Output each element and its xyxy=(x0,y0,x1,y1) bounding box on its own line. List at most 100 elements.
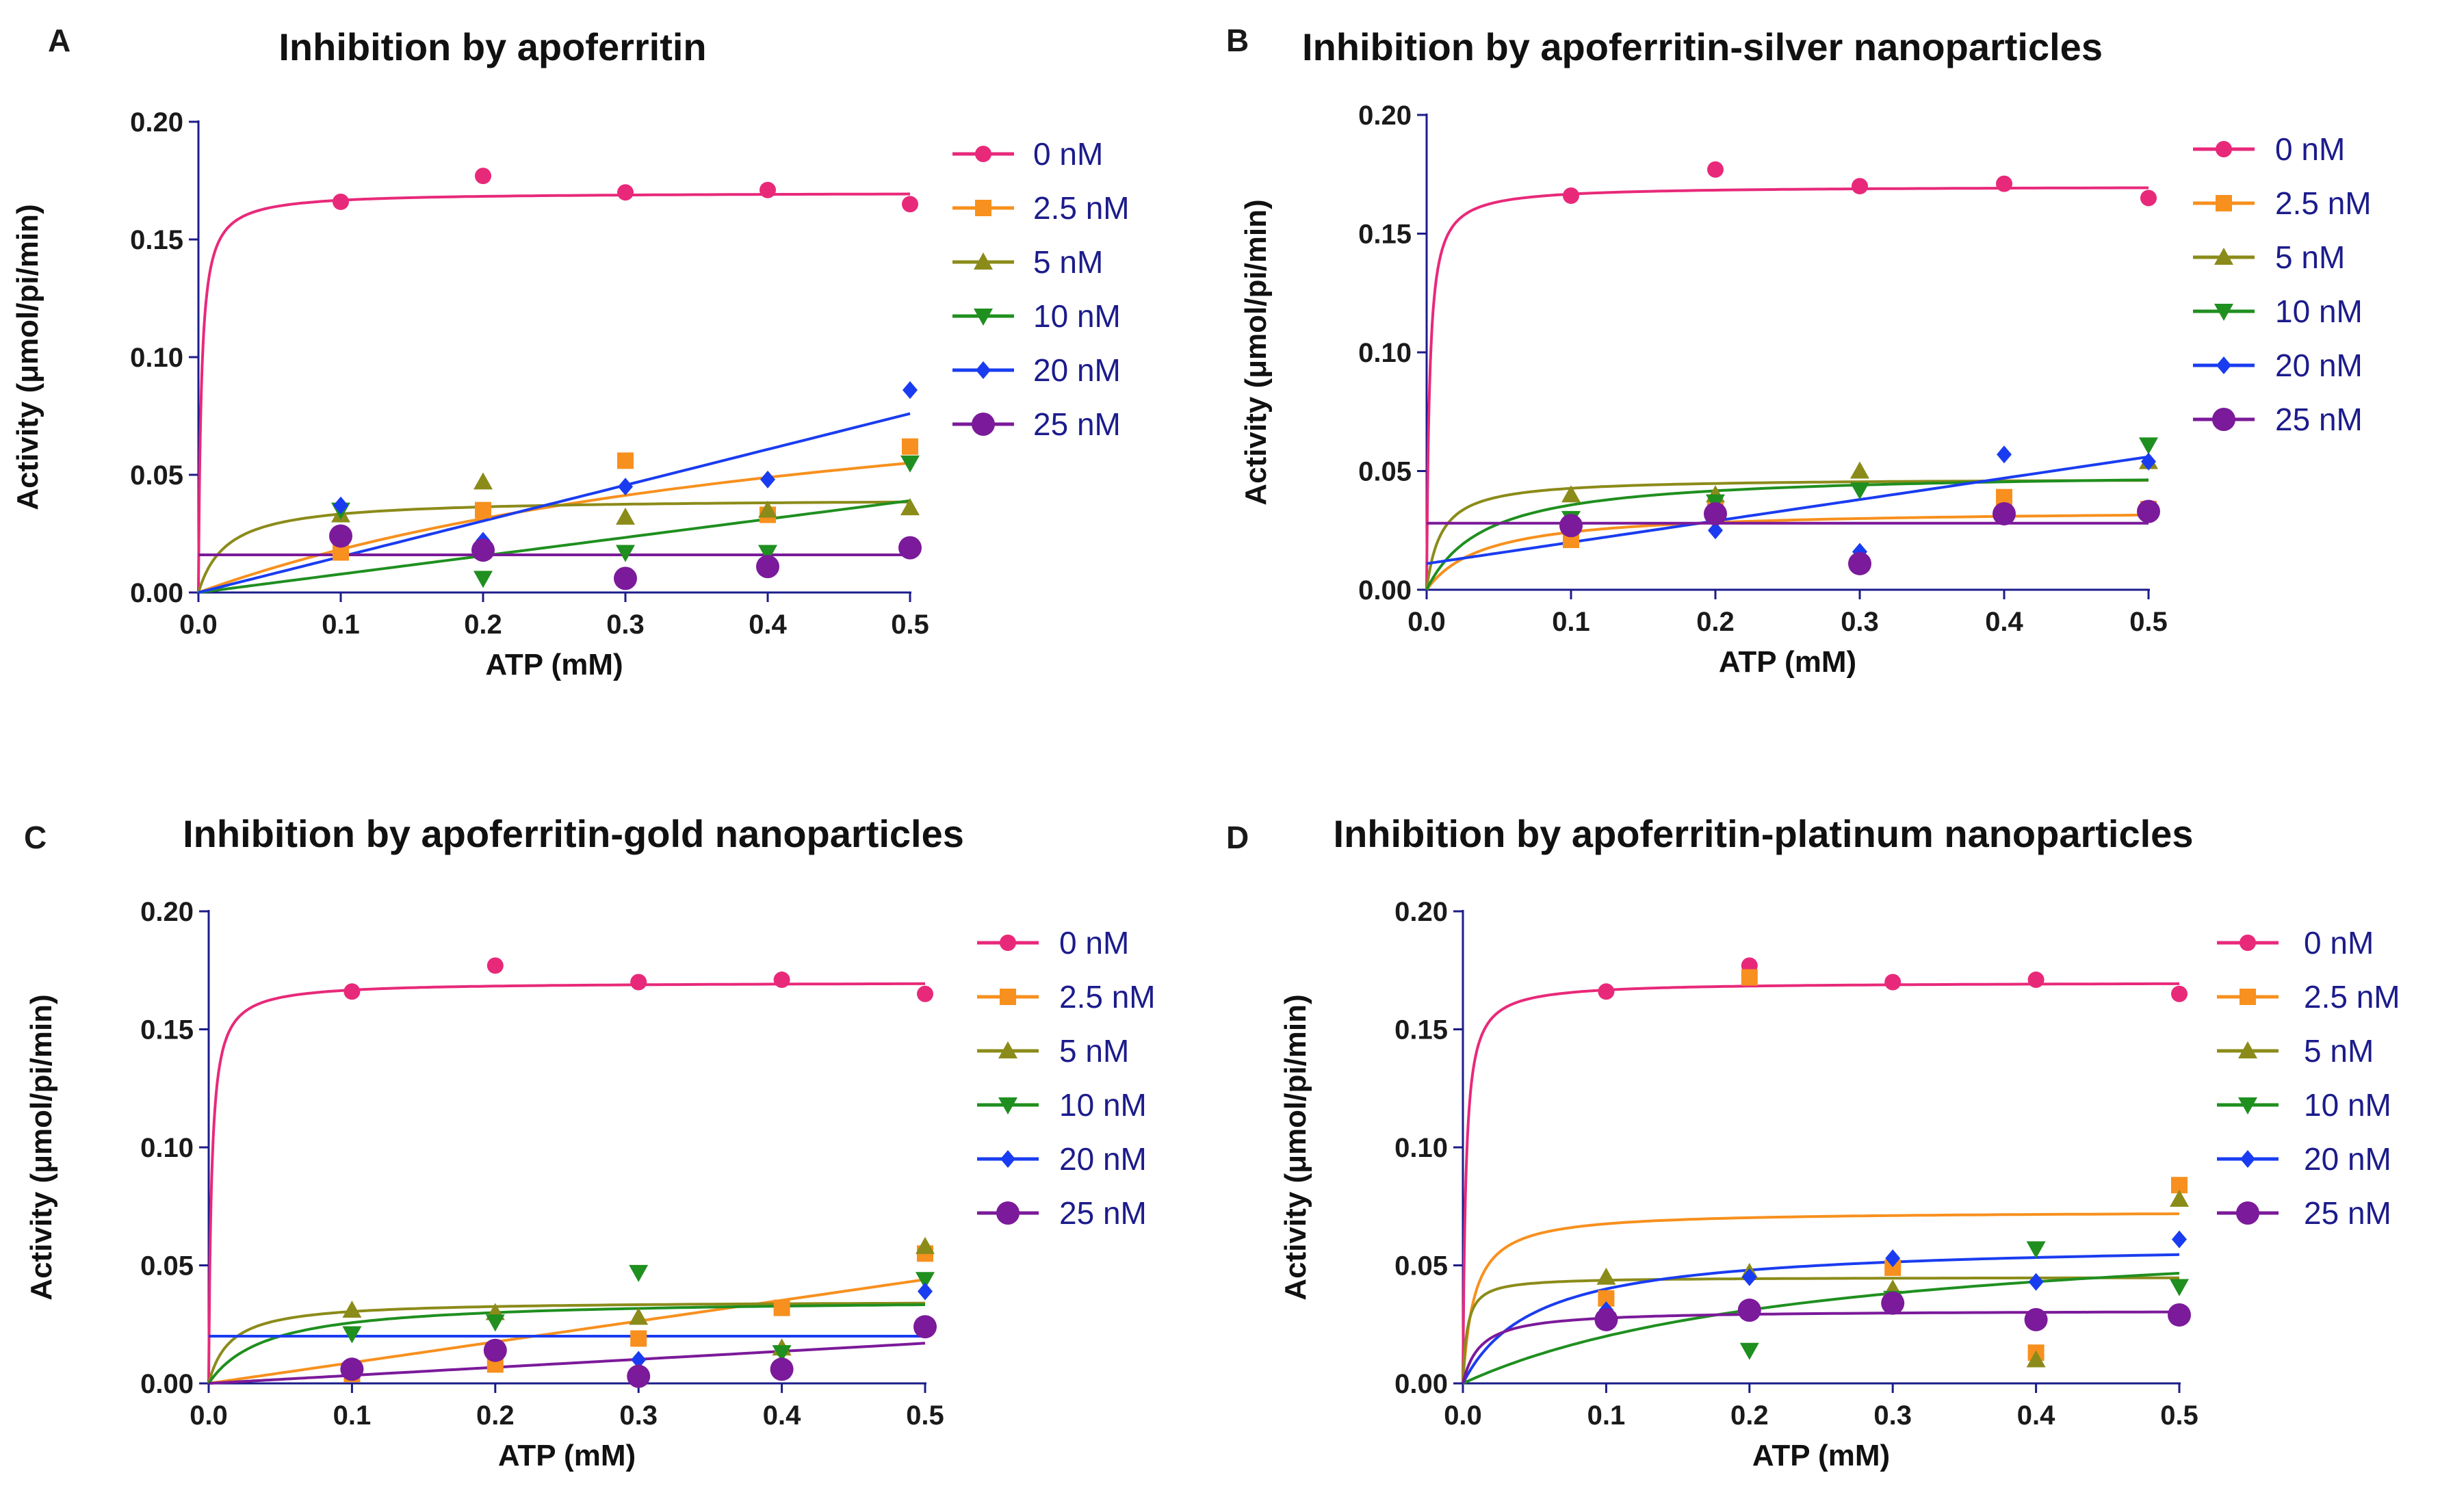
fit-curve-2-5-nm xyxy=(1425,513,2149,591)
data-point xyxy=(473,472,493,490)
y-axis-label: Activity (μmol/pi/min) xyxy=(1279,994,1312,1300)
chart-title: Inhibition by apoferritin-silver nanopar… xyxy=(1302,25,2103,68)
legend-label: 20 nM xyxy=(1059,1141,1147,1177)
data-point xyxy=(758,500,777,518)
fit-curve-0-nm xyxy=(207,982,926,1383)
data-point xyxy=(614,566,637,590)
data-point xyxy=(2141,452,2156,471)
chart-title: Inhibition by apoferritin-gold nanoparti… xyxy=(183,812,964,855)
legend-label: 2.5 nM xyxy=(2275,185,2372,221)
fit-curve-10-nm xyxy=(207,1303,926,1384)
data-point xyxy=(2026,1350,2046,1368)
legend-label: 0 nM xyxy=(2304,925,2374,961)
legend-item: 20 nM xyxy=(2193,348,2363,383)
data-point xyxy=(913,1315,937,1339)
data-point xyxy=(483,1338,507,1362)
data-point xyxy=(760,181,776,198)
fit-curve-2-5-nm xyxy=(198,461,911,594)
data-point xyxy=(485,1314,505,1332)
data-point xyxy=(1741,969,1758,986)
x-tick-label: 0.3 xyxy=(619,1400,658,1431)
data-point xyxy=(2170,1189,2189,1207)
x-tick-label: 0.3 xyxy=(1873,1400,1912,1431)
y-tick-label: 0.15 xyxy=(130,225,183,255)
data-point xyxy=(627,1364,651,1388)
data-point xyxy=(898,536,922,560)
fit-curve-0-nm xyxy=(1425,186,2149,590)
data-point xyxy=(333,193,349,210)
fit-curve-2-5-nm xyxy=(1462,1212,2180,1383)
legend-marker xyxy=(972,413,995,436)
data-point xyxy=(1997,445,2012,464)
legend-marker xyxy=(1000,1150,1015,1168)
legend-marker xyxy=(974,309,993,326)
legend-marker xyxy=(996,1201,1020,1225)
x-tick-label: 0.1 xyxy=(322,610,360,640)
data-point xyxy=(473,571,493,588)
legend-marker xyxy=(2240,935,2256,951)
legend-label: 25 nM xyxy=(1059,1195,1147,1231)
fit-curve-25-nm xyxy=(209,1342,926,1385)
data-point xyxy=(760,470,775,488)
y-tick-label: 0.10 xyxy=(1394,1133,1448,1163)
x-tick-label: 0.5 xyxy=(2160,1400,2198,1431)
x-tick-label: 0.2 xyxy=(1730,1400,1769,1431)
data-point xyxy=(772,1345,792,1363)
legend-item: 2.5 nM xyxy=(2193,185,2372,221)
data-point xyxy=(773,1299,790,1316)
data-point xyxy=(902,196,918,213)
legend-item: 10 nM xyxy=(2193,294,2363,329)
x-tick-label: 0.5 xyxy=(906,1400,944,1431)
legend-label: 25 nM xyxy=(1033,406,1121,442)
legend-marker xyxy=(975,146,991,162)
legend-marker xyxy=(1000,989,1016,1005)
data-point xyxy=(2028,1273,2044,1291)
fit-curve-0-nm xyxy=(197,192,911,592)
legend-marker xyxy=(2216,356,2231,374)
legend-marker xyxy=(2214,248,2233,265)
legend-label: 0 nM xyxy=(1059,925,1129,961)
data-point xyxy=(1881,1291,1905,1315)
data-point xyxy=(2171,985,2188,1002)
data-point xyxy=(630,974,647,991)
data-point xyxy=(770,1357,794,1381)
legend-item: 2.5 nM xyxy=(977,979,1156,1015)
y-axis-label: Activity (μmol/pi/min) xyxy=(1239,199,1273,505)
data-point xyxy=(900,455,920,473)
fit-curve-0-nm xyxy=(1462,982,2180,1383)
legend-item: 10 nM xyxy=(2217,1087,2391,1123)
data-point xyxy=(1708,521,1723,540)
chart-panel-a: A Inhibition by apoferritin 0.00 0.05 0.10 0.… xyxy=(11,23,1130,681)
legend-item: 25 nM xyxy=(2217,1195,2391,1231)
data-point xyxy=(629,1307,649,1325)
legend-label: 10 nM xyxy=(1059,1087,1147,1123)
data-point xyxy=(1741,1268,1757,1286)
fit-curve-20-nm xyxy=(1462,1253,2180,1384)
legend-item: 25 nM xyxy=(2193,402,2363,437)
data-point xyxy=(1996,175,2012,192)
data-point xyxy=(630,1330,647,1347)
x-tick-label: 0.1 xyxy=(1587,1400,1626,1431)
data-point xyxy=(1848,551,1871,575)
legend-marker xyxy=(2238,1097,2257,1115)
data-point xyxy=(1596,1267,1616,1285)
legend-label: 2.5 nM xyxy=(1033,190,1130,226)
x-tick-label: 0.5 xyxy=(2129,607,2168,637)
legend-item: 2.5 nM xyxy=(952,190,1130,226)
data-point xyxy=(2172,1230,2187,1249)
y-tick-label: 0.00 xyxy=(1394,1369,1448,1399)
legend-item: 0 nM xyxy=(977,925,1129,961)
data-point xyxy=(618,478,633,496)
data-point xyxy=(631,1351,647,1369)
data-point xyxy=(340,1357,364,1381)
legend-label: 25 nM xyxy=(2275,402,2363,437)
x-tick-label: 0.4 xyxy=(1985,607,2023,637)
data-point xyxy=(2139,437,2158,455)
data-point xyxy=(1563,187,1579,204)
legend-marker xyxy=(2216,195,2232,211)
x-tick-label: 0.4 xyxy=(2017,1400,2055,1431)
legend-label: 10 nM xyxy=(1033,298,1121,334)
legend-item: 2.5 nM xyxy=(2217,979,2400,1015)
data-point xyxy=(2137,499,2160,523)
data-point xyxy=(1993,501,2016,525)
